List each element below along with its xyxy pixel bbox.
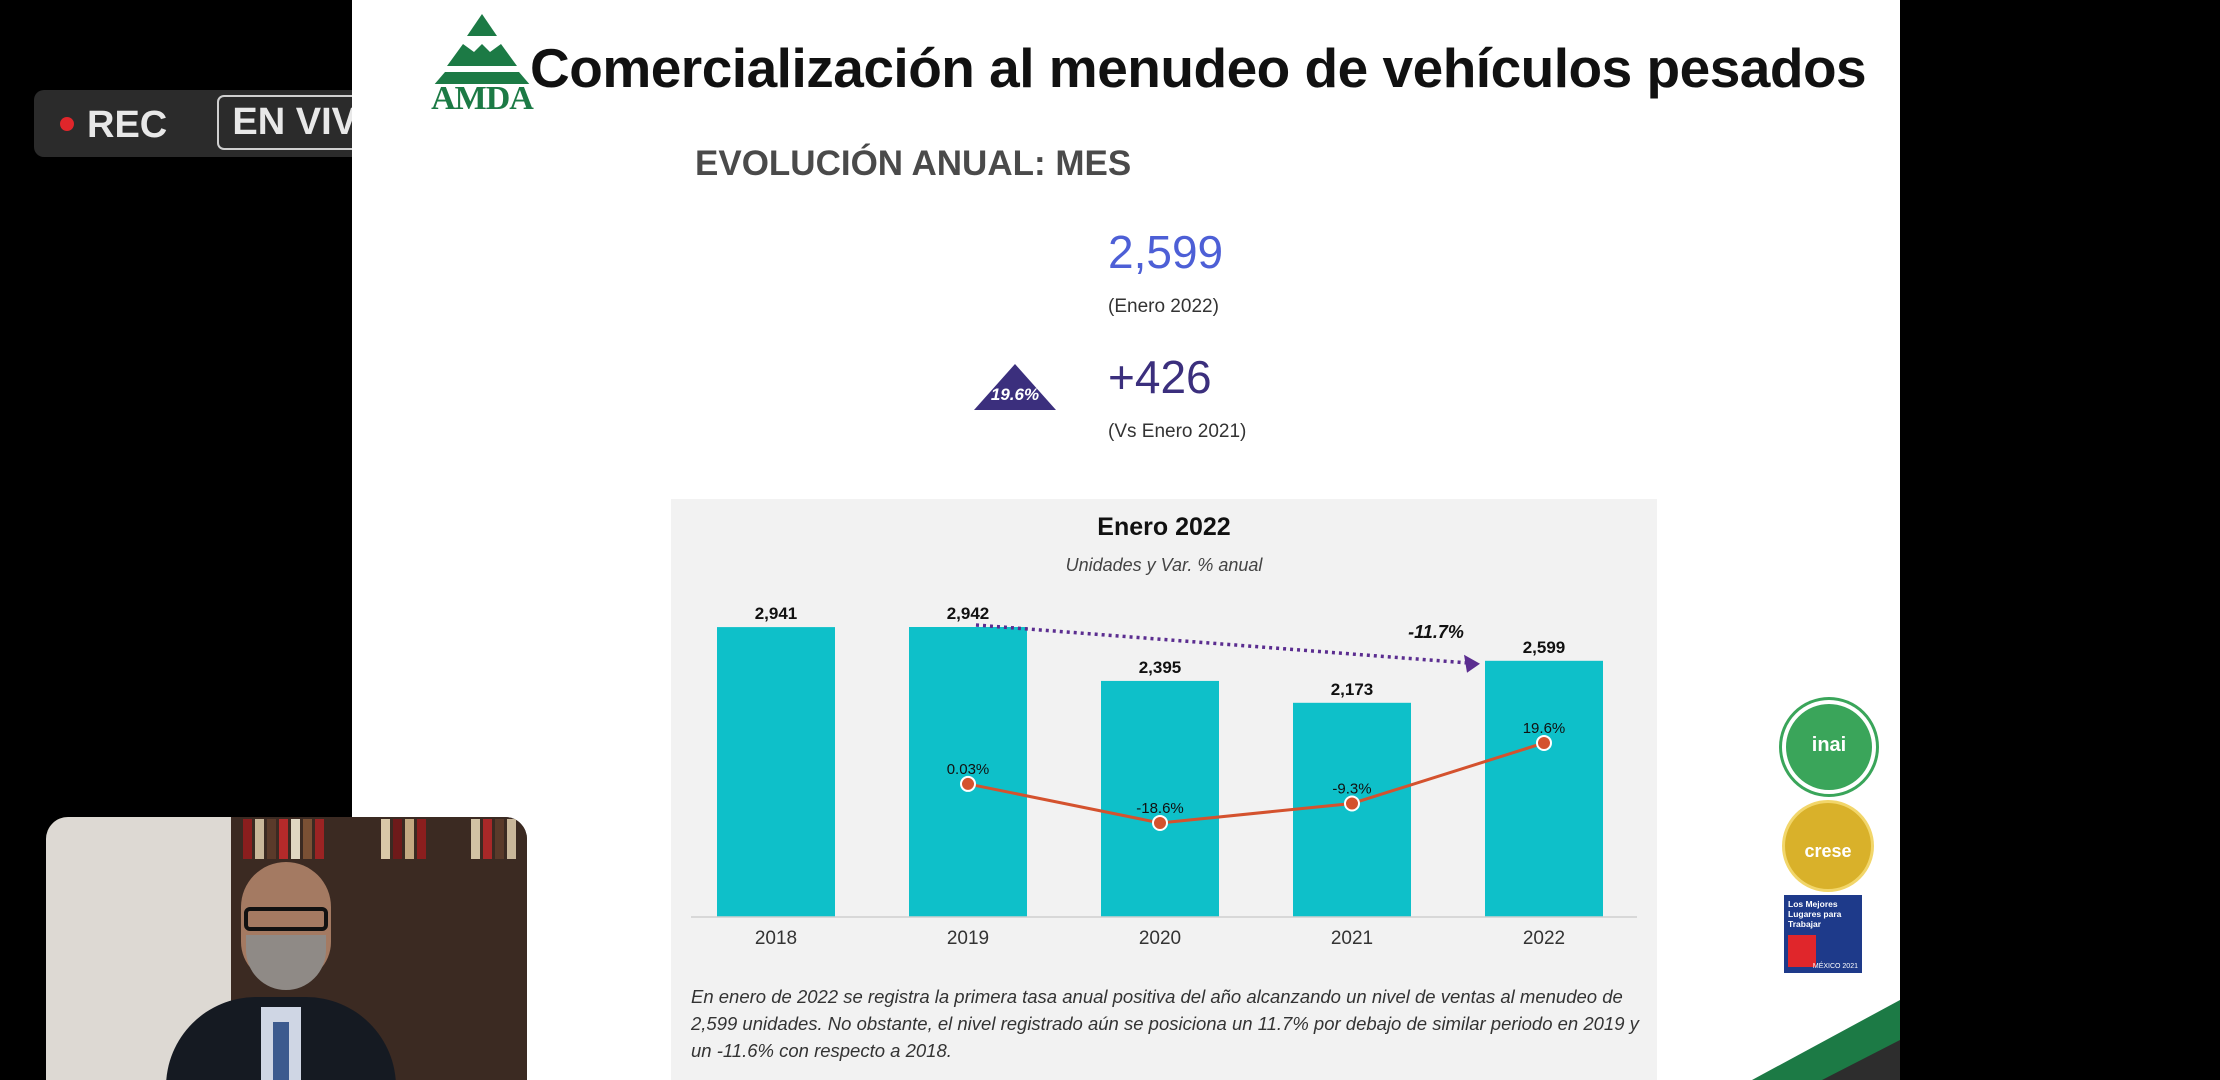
amda-logo: AMDA bbox=[427, 14, 537, 118]
kpi-delta-percent: 19.6% bbox=[990, 385, 1040, 404]
slide-title: Comercialización al menudeo de vehículos… bbox=[530, 37, 1867, 99]
slide-subtitle: EVOLUCIÓN ANUAL: MES bbox=[695, 144, 1132, 183]
bar-value-label-2020: 2,395 bbox=[1139, 658, 1182, 677]
bar-value-label-2022: 2,599 bbox=[1523, 638, 1566, 657]
mountain-logo-icon bbox=[433, 14, 531, 86]
x-tick-label-2018: 2018 bbox=[755, 928, 797, 949]
x-tick-label-2022: 2022 bbox=[1523, 928, 1565, 949]
comparison-arrow bbox=[975, 623, 1467, 665]
variation-label-2022: 19.6% bbox=[1523, 720, 1566, 737]
variation-point-2020 bbox=[1152, 814, 1168, 831]
variation-line bbox=[967, 741, 1545, 825]
presentation-slide: AMDA Comercialización al menudeo de vehí… bbox=[352, 0, 1900, 1080]
variation-label-2020: -18.6% bbox=[1136, 800, 1184, 817]
inai-badge-icon: inai bbox=[1782, 700, 1876, 794]
variation-label-2019: 0.03% bbox=[947, 761, 990, 778]
kpi-delta: +426 bbox=[1108, 351, 1212, 403]
up-triangle-icon bbox=[974, 364, 1056, 410]
variation-point-2019 bbox=[960, 775, 976, 792]
chart-note: En enero de 2022 se registra la primera … bbox=[691, 986, 1639, 1061]
variation-point-2022 bbox=[1536, 734, 1552, 751]
great-place-to-work-badge-icon: Los Mejores Lugares para Trabajar MÉXICO… bbox=[1784, 895, 1862, 973]
chart-title: Enero 2022 bbox=[1097, 513, 1231, 541]
bar-value-label-2021: 2,173 bbox=[1331, 680, 1374, 699]
crese-badge-icon: crese bbox=[1782, 800, 1874, 892]
x-tick-label-2020: 2020 bbox=[1139, 928, 1181, 949]
bar-2020 bbox=[1101, 680, 1219, 917]
webcam-video[interactable] bbox=[46, 817, 527, 1080]
glasses-icon bbox=[244, 907, 328, 931]
bar-2018 bbox=[717, 627, 835, 917]
gptw-text: Los Mejores Lugares para Trabajar bbox=[1788, 899, 1842, 929]
chart-card: Enero 2022 Unidades y Var. % anual 2,941… bbox=[671, 499, 1657, 1080]
variation-point-2021 bbox=[1344, 795, 1360, 812]
comparison-label: -11.7% bbox=[1408, 622, 1464, 642]
bar-2019 bbox=[909, 627, 1027, 917]
kpi-value-caption: (Enero 2022) bbox=[1108, 296, 1219, 317]
bar-line-chart: 2,941 2018 2,942 2019 2,395 2020 2,173 2021 2,59… bbox=[691, 604, 1637, 949]
arrow-head-icon bbox=[1464, 654, 1480, 673]
kpi-delta-caption: (Vs Enero 2021) bbox=[1108, 421, 1247, 442]
x-tick-label-2021: 2021 bbox=[1331, 928, 1373, 949]
bar-value-label-2018: 2,941 bbox=[755, 604, 798, 623]
bar-value-label-2019: 2,942 bbox=[947, 604, 990, 623]
gptw-year: MÉXICO 2021 bbox=[1812, 963, 1858, 970]
bar-2022 bbox=[1485, 660, 1603, 917]
chart-subtitle: Unidades y Var. % anual bbox=[1065, 555, 1263, 575]
logo-text: AMDA bbox=[431, 80, 534, 117]
variation-label-2021: -9.3% bbox=[1332, 780, 1371, 797]
x-tick-label-2019: 2019 bbox=[947, 928, 989, 949]
rec-label: REC bbox=[87, 104, 168, 146]
record-dot-icon bbox=[60, 117, 74, 131]
kpi-value: 2,599 bbox=[1108, 226, 1224, 278]
